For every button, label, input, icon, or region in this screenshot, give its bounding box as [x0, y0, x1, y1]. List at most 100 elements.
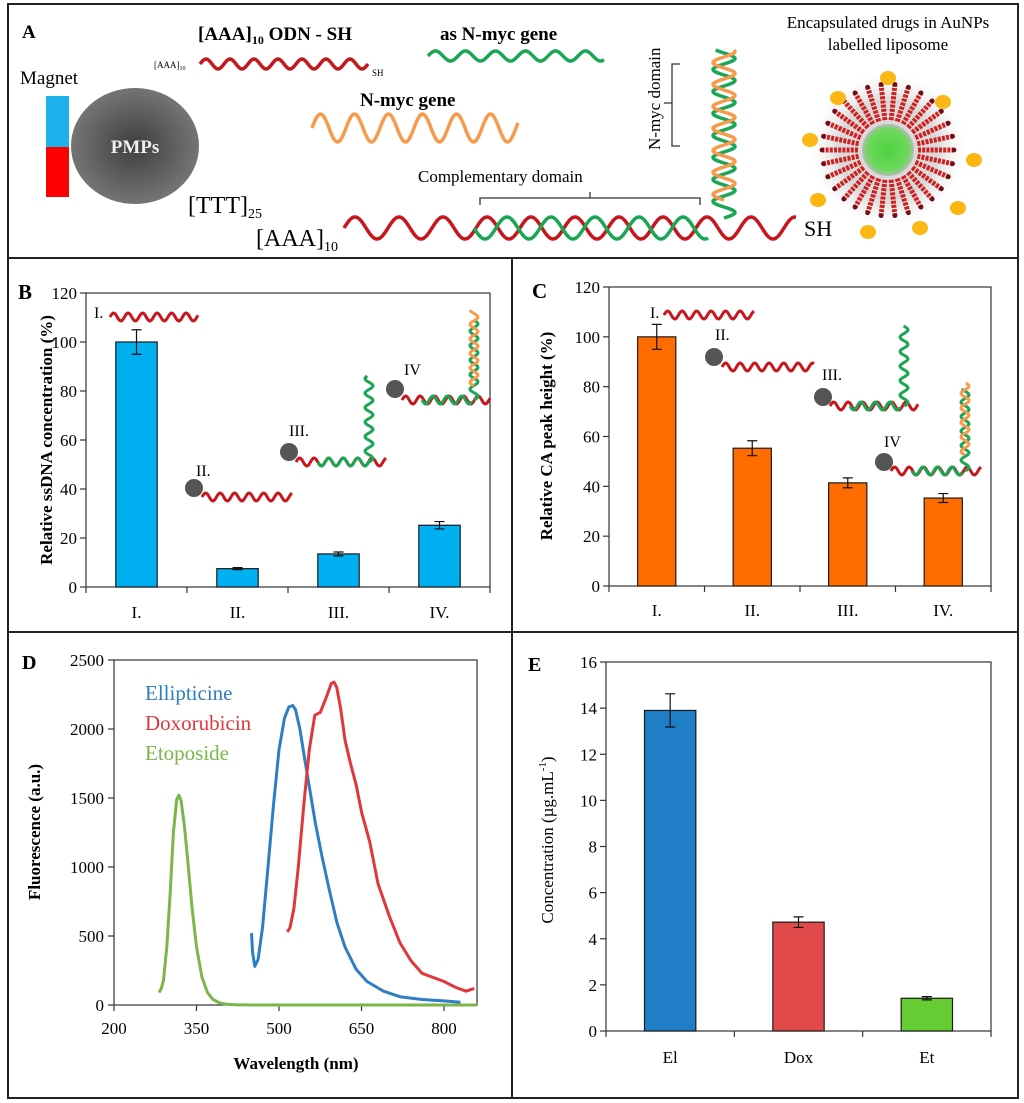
aunp-icon: [966, 153, 982, 167]
as-nmyc-label: as N-myc gene: [440, 24, 557, 45]
y-tick-label: 120: [575, 278, 601, 297]
lipid-head: [938, 108, 944, 114]
y-tick-label: 16: [580, 653, 597, 672]
error-bar: [938, 492, 949, 504]
red-strand-icon: [720, 361, 815, 373]
lipid-head: [945, 174, 951, 180]
bar-iv: [923, 497, 963, 587]
y-tick-label: 12: [580, 745, 597, 764]
panel-d-chart: D 0 500 1000 1500 2000 2500 200 350 500 650 800 El…: [22, 651, 478, 1073]
panel-c-strand-insets: I. II. III. IV: [650, 305, 983, 477]
y-tick-label: 1500: [70, 789, 104, 808]
lipid-tail: [822, 133, 860, 147]
pmp-bead-icon: [386, 380, 404, 398]
y-tick-label: 500: [79, 927, 105, 946]
panel-e-label: E: [528, 654, 541, 676]
green-strand-icon: [420, 394, 474, 406]
series-line-doxorubicin: [286, 680, 475, 993]
y-tick-label: 0: [96, 996, 105, 1015]
green-strand-icon: [363, 374, 375, 464]
x-tick-label: IV.: [430, 603, 450, 622]
error-bar: [793, 916, 804, 929]
bar-ii: [732, 447, 772, 587]
lipid-head: [905, 84, 911, 90]
error-bar: [333, 551, 344, 557]
y-tick-label: 80: [60, 382, 77, 401]
green-strand-icon: [898, 324, 910, 408]
y-tick-label: 40: [583, 477, 600, 496]
aunp-icon: [830, 91, 846, 105]
lipid-tail: [910, 165, 943, 191]
error-bar: [665, 693, 676, 728]
lipid-head: [819, 147, 825, 153]
aunp-icon: [810, 193, 826, 207]
inset-label: III.: [822, 367, 842, 384]
lipid-tail: [852, 91, 876, 126]
pmp-bead-icon: [280, 443, 298, 461]
legend-ellipticine: Ellipticine: [145, 681, 232, 705]
red-strand-icon: [662, 309, 756, 321]
magnet-north: [46, 96, 69, 147]
inset-label: II.: [715, 327, 730, 344]
lipid-tail: [852, 174, 876, 209]
panel-e-ylabel: Concentration (µg.mL-1): [537, 756, 557, 923]
inset-label: II.: [196, 463, 211, 480]
y-tick-label: 60: [583, 428, 600, 447]
liposome-label-line1: Encapsulated drugs in AuNPs: [787, 13, 990, 32]
bar-iii: [317, 553, 360, 588]
lipid-head: [865, 210, 871, 216]
lipid-head: [825, 120, 831, 126]
inset-label: I.: [650, 305, 659, 322]
x-tick-label: Et: [919, 1048, 934, 1067]
lipid-head: [905, 210, 911, 216]
panel-b-ylabel: Relative ssDNA concentration (%): [37, 315, 56, 565]
vertical-orange-strand: [711, 48, 737, 202]
drug-core: [862, 124, 914, 176]
y-tick-label: 60: [60, 431, 77, 450]
inset-label: I.: [94, 305, 103, 322]
y-tick-label: 100: [52, 333, 78, 352]
green-strand-icon: [848, 400, 902, 412]
green-strand-icon: [959, 387, 971, 473]
small-sh-label: SH: [372, 68, 384, 78]
lipid-head: [832, 186, 838, 192]
x-tick-label: El: [663, 1048, 678, 1067]
lipid-head: [951, 147, 957, 153]
aunp-icon: [950, 201, 966, 215]
red-strand-icon: [200, 491, 294, 503]
x-tick-label: III.: [837, 601, 858, 620]
inset-label: IV: [404, 362, 421, 379]
odn-red-strand: [198, 57, 370, 71]
error-bar: [842, 477, 853, 489]
lipid-tail: [888, 84, 898, 121]
bar-i: [637, 336, 677, 587]
lipid-tail: [906, 99, 935, 130]
lipid-tail: [822, 153, 860, 167]
y-tick-label: 120: [52, 284, 78, 303]
y-tick-label: 1000: [70, 858, 104, 877]
error-bar: [747, 440, 758, 457]
y-tick-label: 14: [580, 699, 598, 718]
lipid-head: [865, 84, 871, 90]
lipid-tail: [841, 99, 870, 130]
lipid-head: [945, 120, 951, 126]
panel-d-xlabel: Wavelength (nm): [233, 1054, 358, 1073]
nmyc-orange-strand: [310, 112, 520, 144]
lipid-tail: [878, 179, 888, 216]
lipid-tail: [878, 84, 888, 121]
lipid-head: [878, 81, 884, 87]
red-strand-icon: [108, 311, 200, 323]
green-strand-icon: [910, 465, 964, 477]
y-tick-label: 0: [589, 1022, 598, 1041]
lipid-head: [938, 186, 944, 192]
x-tick-label: I.: [132, 603, 142, 622]
lipid-head: [892, 213, 898, 219]
odn-title: [AAA]10 ODN - SH: [198, 24, 352, 47]
lipid-head: [825, 174, 831, 180]
lipid-head: [918, 204, 924, 210]
magnet-label: Magnet: [20, 68, 79, 89]
y-tick-label: 2500: [70, 651, 104, 670]
y-tick-label: 0: [69, 578, 78, 597]
panel-a-label: A: [22, 22, 36, 43]
